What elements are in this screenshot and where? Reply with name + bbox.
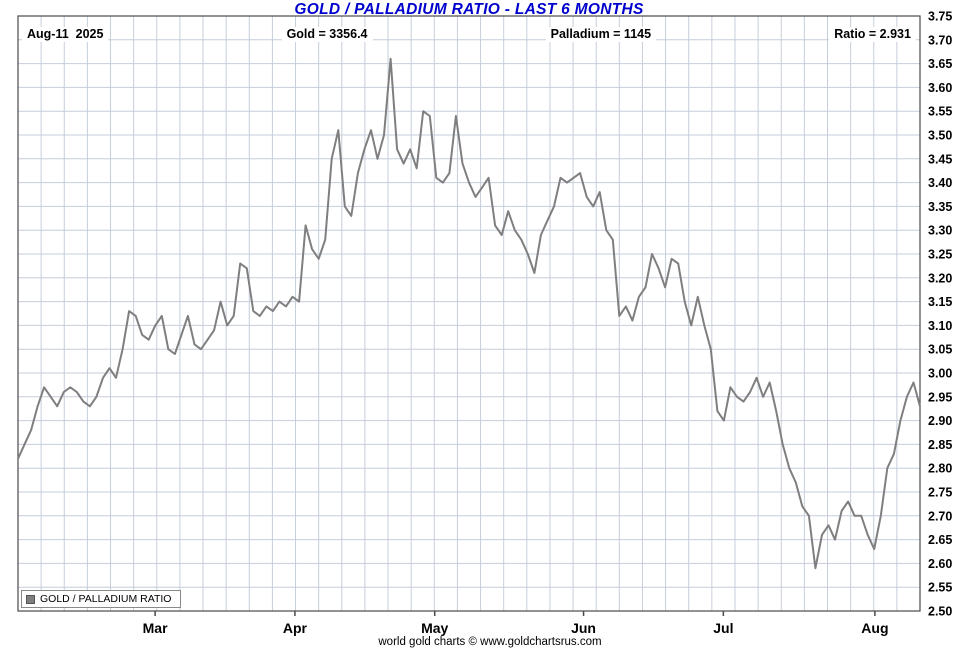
palladium-price-label: Palladium = 1145	[545, 27, 657, 42]
svg-text:2.60: 2.60	[928, 557, 952, 571]
svg-text:3.50: 3.50	[928, 129, 952, 143]
svg-text:2.90: 2.90	[928, 414, 952, 428]
svg-text:2.55: 2.55	[928, 581, 952, 595]
svg-text:3.40: 3.40	[928, 176, 952, 190]
svg-text:2.65: 2.65	[928, 533, 952, 547]
svg-text:May: May	[421, 620, 448, 636]
svg-text:2.80: 2.80	[928, 462, 952, 476]
svg-text:2.95: 2.95	[928, 390, 952, 404]
svg-text:3.10: 3.10	[928, 319, 952, 333]
svg-text:3.55: 3.55	[928, 105, 952, 119]
svg-text:3.75: 3.75	[928, 10, 952, 24]
quote-date-label: Aug-11 2025	[22, 27, 109, 42]
svg-text:3.60: 3.60	[928, 81, 952, 95]
svg-text:3.15: 3.15	[928, 295, 952, 309]
svg-text:3.00: 3.00	[928, 367, 952, 381]
legend-label: GOLD / PALLADIUM RATIO	[40, 593, 172, 605]
svg-text:Aug: Aug	[861, 620, 888, 636]
svg-text:3.35: 3.35	[928, 200, 952, 214]
svg-text:3.65: 3.65	[928, 57, 952, 71]
svg-text:Jul: Jul	[713, 620, 733, 636]
legend-swatch	[26, 594, 35, 604]
svg-text:2.75: 2.75	[928, 486, 952, 500]
svg-text:3.05: 3.05	[928, 343, 952, 357]
footer-attribution: world gold charts © www.goldchartsrus.co…	[378, 636, 602, 648]
svg-text:2.50: 2.50	[928, 605, 952, 619]
gold-price-label: Gold = 3356.4	[281, 27, 373, 42]
ratio-value-label: Ratio = 2.931	[829, 27, 916, 42]
svg-text:Apr: Apr	[283, 620, 308, 636]
svg-text:3.20: 3.20	[928, 271, 952, 285]
svg-text:3.25: 3.25	[928, 248, 952, 262]
svg-text:2.85: 2.85	[928, 438, 952, 452]
legend-box: GOLD / PALLADIUM RATIO	[21, 590, 182, 608]
svg-text:Jun: Jun	[571, 620, 596, 636]
svg-text:Mar: Mar	[143, 620, 168, 636]
svg-text:3.30: 3.30	[928, 224, 952, 238]
svg-text:3.45: 3.45	[928, 152, 952, 166]
svg-text:2.70: 2.70	[928, 509, 952, 523]
quote-header-row: Aug-11 2025 Gold = 3356.4 Palladium = 11…	[22, 27, 916, 42]
chart-title: GOLD / PALLADIUM RATIO - LAST 6 MONTHS	[294, 1, 644, 18]
svg-text:3.70: 3.70	[928, 33, 952, 47]
